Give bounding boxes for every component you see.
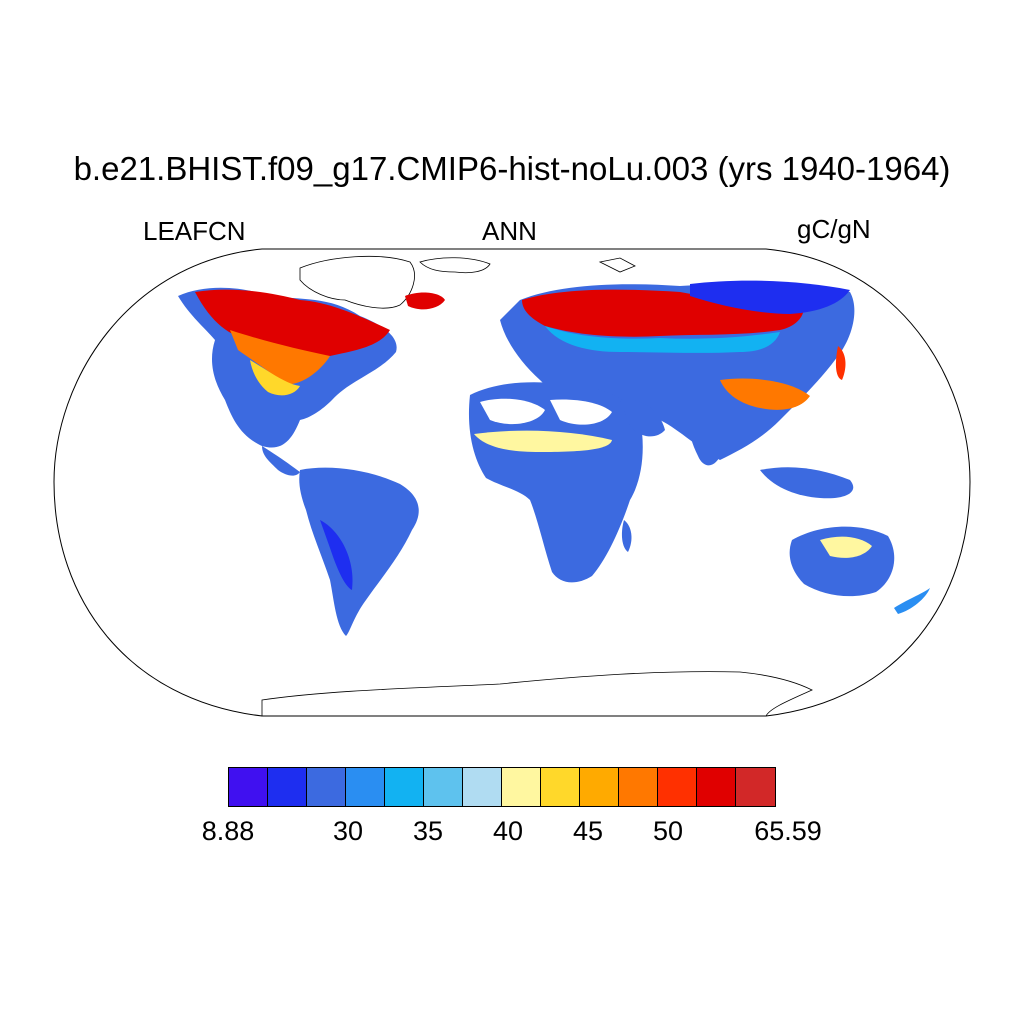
- madagascar: [621, 520, 632, 552]
- arabia: [620, 399, 665, 437]
- colorbar-tick-label: 50: [652, 816, 684, 846]
- colorbar-cell: [502, 768, 541, 806]
- season-label: ANN: [482, 216, 537, 246]
- colorbar-tick-label: 45: [572, 816, 604, 846]
- south-america-deep: [320, 520, 353, 590]
- colorbar-tick-label: 30: [332, 816, 364, 846]
- china-high: [720, 378, 810, 410]
- north-america-mid: [250, 360, 300, 396]
- colorbar-cell: [541, 768, 580, 806]
- colorbar-tick-label: 8.88: [201, 816, 255, 846]
- units-label: gC/gN: [797, 214, 871, 244]
- greenland-coast: [299, 255, 415, 309]
- south-america-land: [299, 467, 419, 636]
- australia-interior: [820, 536, 872, 558]
- colorbar-cell: [658, 768, 697, 806]
- colorbar-cell: [385, 768, 424, 806]
- colorbar-tick-label: 40: [492, 816, 524, 846]
- north-america-high: [195, 289, 390, 358]
- colorbar-cell: [736, 768, 775, 806]
- arctic-islands-coast: [419, 257, 491, 274]
- siberia-low: [690, 280, 850, 314]
- variable-label: LEAFCN: [143, 216, 246, 246]
- colorbar-tick-label: 35: [412, 816, 444, 846]
- colorbar-cell: [424, 768, 463, 806]
- colorbar-cell: [268, 768, 307, 806]
- se-asia-islands: [760, 467, 854, 499]
- colorbar-cell: [307, 768, 346, 806]
- colorbar-cell: [463, 768, 502, 806]
- colorbar-cell: [229, 768, 268, 806]
- sahara-gap-2: [550, 399, 612, 425]
- central-america-land: [262, 446, 300, 476]
- colorbar-cell: [580, 768, 619, 806]
- sahara-gap-1: [480, 398, 545, 425]
- greenland-red: [405, 292, 445, 310]
- india: [689, 419, 723, 466]
- sahel-band: [474, 430, 612, 452]
- svalbard-coast: [598, 257, 636, 273]
- colorbar-tick-label: 65.59: [754, 816, 822, 846]
- eurasia-transition: [545, 326, 780, 353]
- colorbar-cell: [697, 768, 736, 806]
- antarctica-coast: [261, 671, 813, 717]
- new-zealand: [894, 588, 930, 614]
- plot-title: b.e21.BHIST.f09_g17.CMIP6-hist-noLu.003 …: [73, 150, 951, 187]
- colorbar: [228, 767, 776, 807]
- north-america-boreal: [230, 330, 330, 385]
- colorbar-cell: [346, 768, 385, 806]
- japan: [835, 346, 846, 380]
- colorbar-cell: [619, 768, 658, 806]
